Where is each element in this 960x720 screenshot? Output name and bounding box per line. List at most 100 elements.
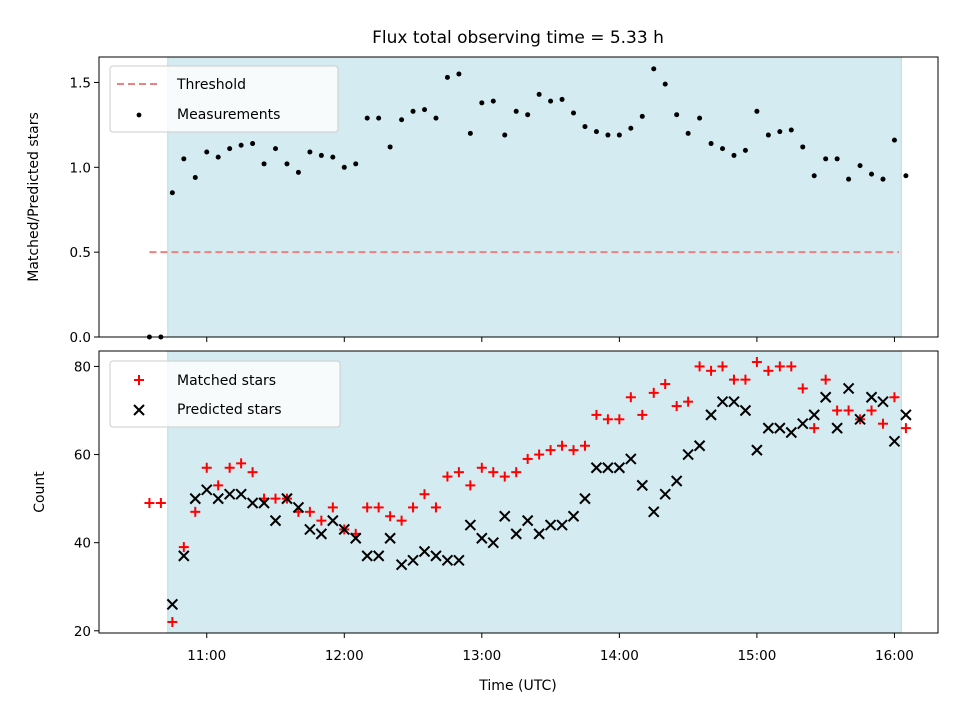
predicted-star-point [900, 409, 912, 421]
bottom-y-tick-label: 20 [74, 624, 91, 640]
predicted-star-point [579, 492, 591, 505]
measurement-point [811, 173, 817, 179]
matched-star-point [614, 414, 625, 425]
matched-star-point [797, 383, 808, 394]
legend-measurements-label: Measurements [177, 107, 280, 123]
measurement-point [548, 98, 554, 104]
matched-star-point [419, 489, 430, 500]
legend-matched-swatch [134, 375, 144, 385]
matched-star-point [236, 458, 247, 469]
predicted-star-point [602, 462, 614, 474]
bottom-y-ticks: 20 40 60 80 [74, 359, 99, 640]
matched-star-point [809, 423, 820, 434]
measurement-point [754, 108, 760, 114]
predicted-star-point [201, 484, 213, 496]
matched-star-point [866, 405, 877, 416]
measurement-point [834, 156, 840, 162]
predicted-star-point [178, 550, 190, 562]
predicted-star-point [212, 492, 224, 505]
top-y-axis-label: Matched/Predicted stars [26, 112, 42, 282]
matched-star-point [155, 498, 166, 509]
measurement-point [192, 174, 198, 180]
predicted-star-point [751, 444, 763, 456]
matched-star-point [717, 361, 728, 372]
predicted-star-point [235, 488, 247, 500]
predicted-star-point [636, 479, 648, 492]
matched-star-point [396, 515, 407, 526]
predicted-star-point [739, 404, 752, 417]
predicted-star-point [384, 532, 396, 544]
matched-star-point [671, 401, 682, 412]
matched-star-point [900, 423, 911, 434]
predicted-star-point [258, 497, 270, 509]
predicted-star-point [590, 462, 603, 474]
measurement-point [765, 132, 771, 138]
predicted-star-point [670, 475, 683, 487]
predicted-star-point [808, 409, 820, 421]
predicted-star-point [304, 523, 316, 536]
predicted-star-point [728, 395, 740, 408]
matched-star-point [728, 374, 739, 385]
measurement-point [651, 66, 657, 72]
measurement-point [731, 152, 737, 158]
measurement-point [261, 161, 267, 167]
top-measurement-points [146, 66, 909, 340]
matched-star-point [751, 357, 762, 368]
measurement-point [169, 190, 175, 196]
measurement-point [399, 117, 405, 123]
measurement-point [536, 91, 542, 97]
measurement-point [777, 129, 783, 135]
matched-star-point [591, 409, 602, 420]
matched-star-point [625, 392, 636, 403]
measurement-point [341, 164, 347, 170]
predicted-star-point [269, 514, 282, 527]
chart-title: Flux total observing time = 5.33 h [372, 28, 664, 48]
measurement-point [788, 127, 794, 133]
measurement-point [869, 171, 875, 177]
measurement-point [410, 108, 416, 114]
top-x-ticks [206, 337, 895, 342]
predicted-star-point [464, 519, 477, 531]
x-axis-label: Time (UTC) [478, 678, 556, 694]
predicted-star-point [613, 462, 626, 474]
measurement-point [490, 98, 496, 104]
predicted-star-point [774, 422, 786, 434]
matched-star-point [442, 471, 453, 482]
bottom-y-tick-label: 60 [74, 448, 91, 464]
predicted-star-point [544, 519, 557, 531]
matched-star-point [385, 511, 396, 522]
measurement-point [891, 137, 897, 143]
matched-star-point [706, 365, 717, 376]
measurement-point [674, 112, 680, 118]
measurement-point [479, 100, 485, 106]
x-tick-label: 15:00 [737, 648, 776, 664]
predicted-star-point [865, 391, 878, 403]
measurement-point [571, 110, 577, 116]
predicted-star-point [327, 514, 339, 527]
predicted-star-point [682, 448, 694, 461]
matched-star-point [327, 502, 338, 513]
matched-star-point [522, 453, 533, 464]
matched-star-point [190, 506, 201, 517]
top-panel: 0.0 0.5 1.0 1.5 Matched/Predicted stars Thr… [26, 56, 939, 346]
matched-star-point [316, 515, 327, 526]
measurement-point [720, 146, 726, 152]
matched-star-point [660, 379, 671, 390]
measurement-point [639, 113, 645, 119]
predicted-star-point [372, 550, 385, 562]
measurement-point [525, 112, 531, 118]
predicted-star-point [659, 488, 671, 500]
predicted-star-point [292, 501, 305, 514]
x-tick-label: 13:00 [462, 648, 501, 664]
top-y-tick-label: 0.5 [70, 245, 91, 261]
x-tick-label: 16:00 [875, 648, 914, 664]
matched-star-point [499, 471, 510, 482]
measurement-point [800, 144, 806, 150]
bottom-legend-box [109, 360, 341, 428]
predicted-star-point [716, 395, 729, 408]
predicted-star-point [315, 528, 328, 540]
measurement-point [857, 163, 863, 169]
predicted-star-point [819, 391, 832, 403]
legend-threshold-label: Threshold [176, 77, 246, 93]
